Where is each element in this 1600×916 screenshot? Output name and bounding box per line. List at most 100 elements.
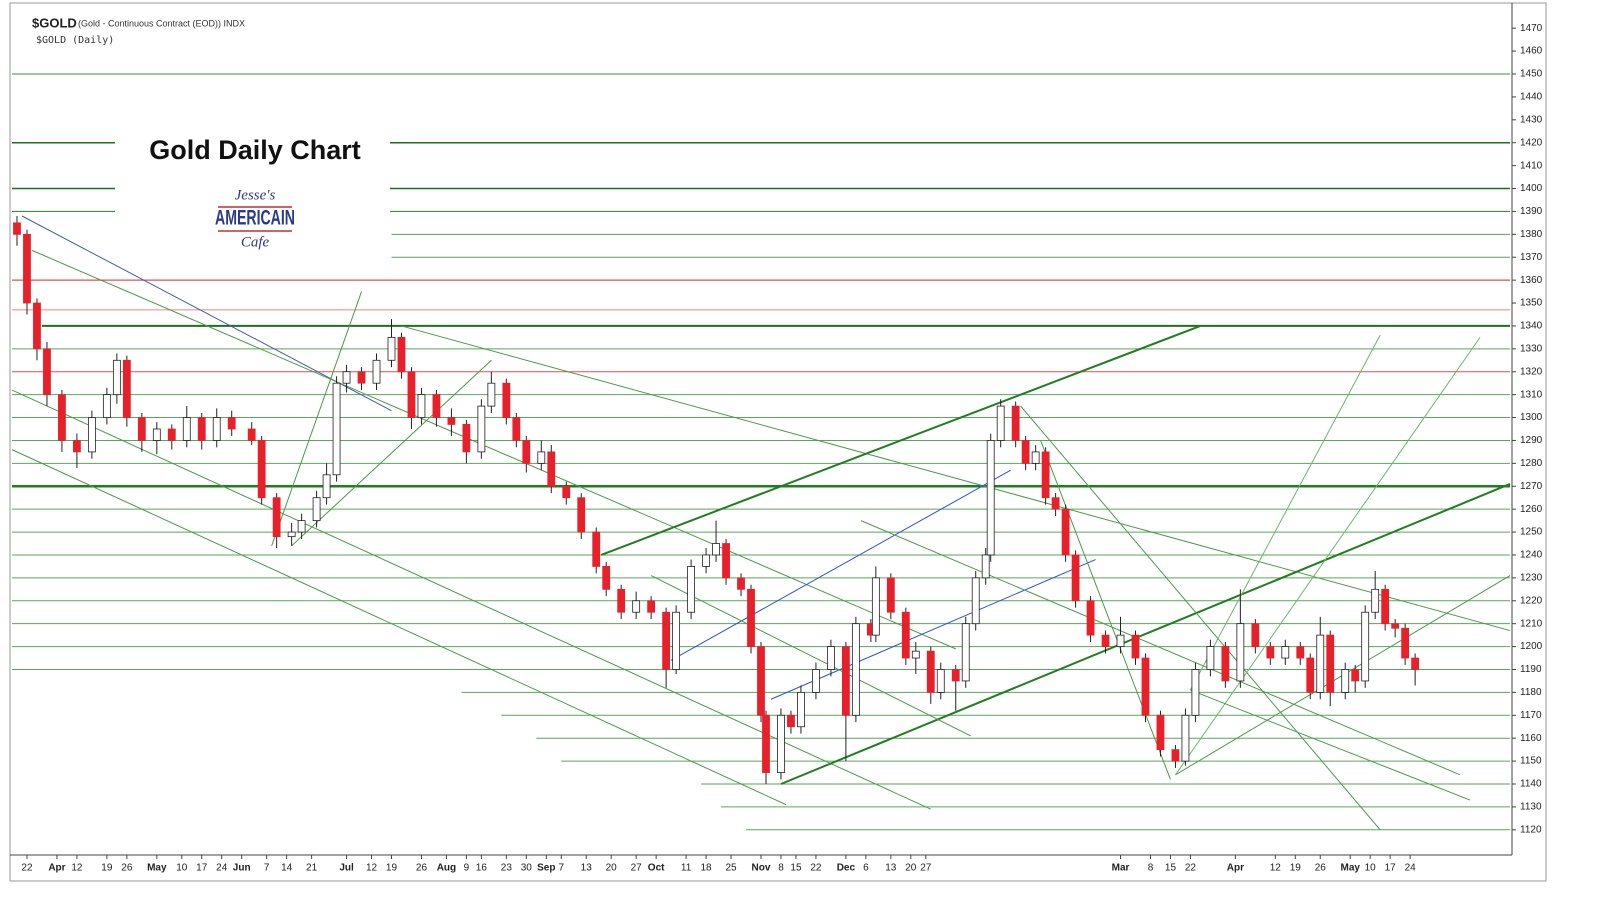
- x-tick-label: 6: [863, 863, 869, 874]
- candle-body: [602, 566, 611, 590]
- y-tick-label: 1280: [1520, 458, 1543, 469]
- trend-line: [650, 575, 971, 737]
- trend-line: [1189, 334, 1381, 691]
- x-tick-label: 15: [790, 863, 802, 874]
- title-backdrop: [115, 128, 390, 263]
- candle-body: [1236, 623, 1245, 682]
- candle-body: [152, 428, 161, 441]
- x-tick-label: Apr: [1227, 863, 1244, 874]
- candle-body: [1021, 440, 1030, 464]
- candle-body: [357, 371, 366, 384]
- candle-body: [777, 714, 785, 773]
- trend-line: [21, 215, 392, 412]
- y-tick-label: 1120: [1520, 824, 1542, 835]
- candle-body: [1391, 623, 1400, 629]
- candle-body: [961, 623, 970, 682]
- candle-body: [1071, 554, 1080, 602]
- candle-body: [1061, 508, 1070, 556]
- candle-body: [522, 440, 531, 464]
- x-tick-label: 9: [464, 863, 470, 874]
- candle-body: [1041, 451, 1050, 499]
- trend-line: [780, 483, 1511, 785]
- x-tick-label: Dec: [837, 863, 856, 874]
- y-tick-label: 1400: [1520, 183, 1543, 194]
- y-tick-label: 1290: [1520, 435, 1543, 446]
- x-tick-label: May: [1340, 863, 1360, 874]
- x-tick-label: 16: [476, 863, 488, 874]
- y-tick-label: 1420: [1520, 137, 1543, 148]
- trend-line: [401, 325, 1511, 632]
- x-tick-label: 19: [386, 863, 398, 874]
- x-tick-label: Oct: [648, 863, 665, 874]
- y-tick-label: 1430: [1520, 114, 1543, 125]
- y-tick-label: 1300: [1520, 412, 1543, 423]
- candle-body: [297, 520, 306, 533]
- candle-body: [73, 440, 81, 453]
- y-tick-label: 1180: [1520, 687, 1542, 698]
- candle-body: [1266, 646, 1275, 659]
- candle-body: [432, 394, 441, 418]
- x-tick-label: May: [147, 863, 167, 874]
- candle-body: [322, 474, 331, 499]
- logo-line: AMERICAIN: [215, 207, 295, 230]
- y-tick-label: 1170: [1520, 710, 1542, 721]
- candle-body: [167, 428, 176, 441]
- candle-body: [502, 382, 511, 418]
- candle-body: [512, 417, 521, 441]
- candle-body: [827, 646, 835, 670]
- candle-body: [197, 417, 206, 441]
- x-tick-label: 21: [306, 863, 318, 874]
- x-tick-label: 27: [920, 863, 932, 874]
- logo: Jesse's AMERICAIN Cafe: [215, 187, 295, 250]
- x-tick-label: 22: [1185, 863, 1197, 874]
- x-tick-label: 8: [778, 863, 784, 874]
- candle-body: [102, 394, 111, 418]
- y-tick-label: 1240: [1520, 550, 1543, 561]
- candle-body: [1381, 588, 1390, 625]
- candle-body: [632, 600, 641, 613]
- candle-body: [1131, 634, 1140, 659]
- candle-body: [901, 611, 910, 659]
- x-tick-label: 12: [1270, 863, 1282, 874]
- candle-body: [212, 417, 221, 441]
- trend-line: [1040, 440, 1171, 780]
- candle-body: [332, 382, 341, 476]
- y-tick-label: 1160: [1520, 733, 1542, 744]
- logo-line: Cafe: [241, 234, 270, 250]
- x-tick-label: 20: [606, 863, 618, 874]
- candle-body: [1086, 600, 1095, 636]
- candle-body: [886, 577, 895, 613]
- y-tick-label: 1470: [1520, 23, 1543, 34]
- x-tick-label: 26: [121, 863, 133, 874]
- x-tick-label: 8: [1148, 863, 1154, 874]
- y-tick-label: 1260: [1520, 504, 1543, 515]
- x-tick-label: 14: [281, 863, 293, 874]
- y-tick-label: 1370: [1520, 252, 1543, 263]
- candle-body: [1101, 634, 1110, 647]
- candle-body: [1341, 669, 1350, 693]
- x-tick-label: 20: [905, 863, 917, 874]
- candle-body: [1011, 405, 1020, 441]
- candle-body: [1326, 634, 1335, 693]
- trend-line: [291, 359, 492, 547]
- candle-body: [986, 440, 995, 556]
- candle-body: [926, 650, 935, 693]
- candle-body: [417, 394, 426, 418]
- x-tick-label: Aug: [437, 863, 456, 874]
- candle-body: [971, 577, 980, 625]
- y-tick-label: 1320: [1520, 366, 1543, 377]
- x-tick-label: 13: [581, 863, 593, 874]
- x-tick-label: 22: [810, 863, 822, 874]
- candle-body: [1141, 657, 1150, 716]
- x-tick-label: Mar: [1112, 863, 1130, 874]
- description: (Gold - Continuous Contract (EOD)) INDX: [78, 18, 245, 28]
- candle-body: [672, 611, 681, 670]
- trend-line: [31, 249, 956, 650]
- candles: [13, 216, 1420, 784]
- trend-line: [600, 325, 1201, 556]
- trend-line: [860, 520, 1461, 776]
- candle-body: [747, 588, 755, 647]
- candle-body: [981, 554, 990, 579]
- candle-body: [911, 650, 920, 659]
- candle-body: [577, 497, 586, 533]
